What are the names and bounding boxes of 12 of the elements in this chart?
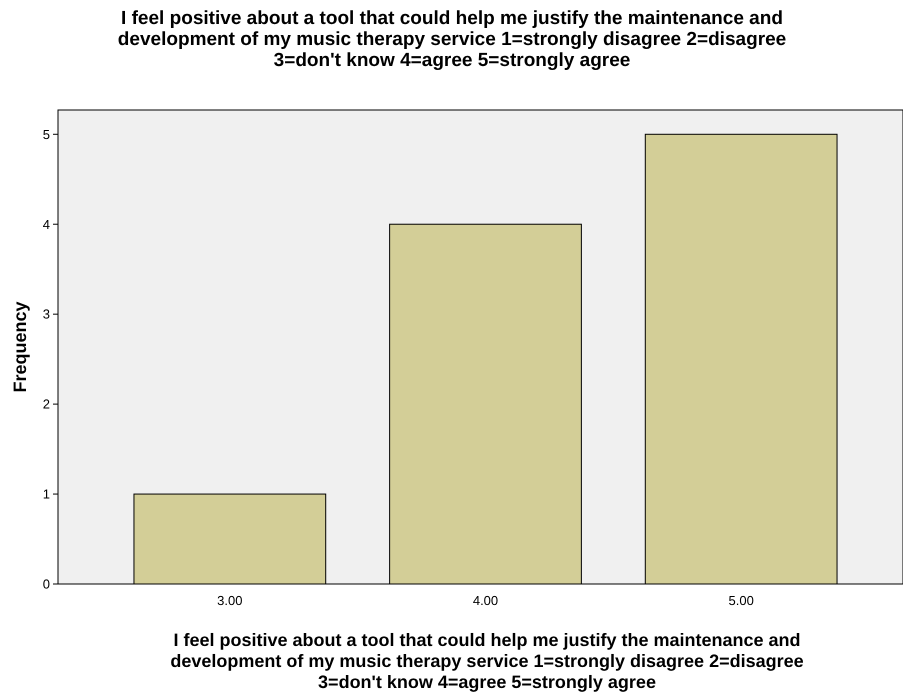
chart-title: I feel positive about a tool that could help me justify the maintenance and development of my music therapy service 1=strongly disagree 2=disagree 3=don't know 4=agree 5=strongly agree: [118, 8, 786, 71]
y-tick-label: 1: [42, 486, 50, 502]
y-tick-label: 0: [42, 576, 50, 592]
x-tick-label: 3.00: [217, 593, 242, 608]
x-tick-label: 4.00: [472, 593, 498, 608]
y-tick-label: 2: [42, 396, 50, 412]
y-tick-label: 4: [42, 216, 50, 232]
y-tick-label: 3: [42, 306, 50, 322]
y-axis-title: Frequency: [10, 301, 30, 393]
y-tick-label: 5: [42, 126, 50, 142]
x-tick-label: 5.00: [728, 593, 754, 608]
x-axis-title: I feel positive about a tool that could help me justify the maintenance and development of my music therapy service 1=strongly disagree 2=disagree 3=don't know 4=agree 5=strongly agree: [170, 630, 804, 692]
